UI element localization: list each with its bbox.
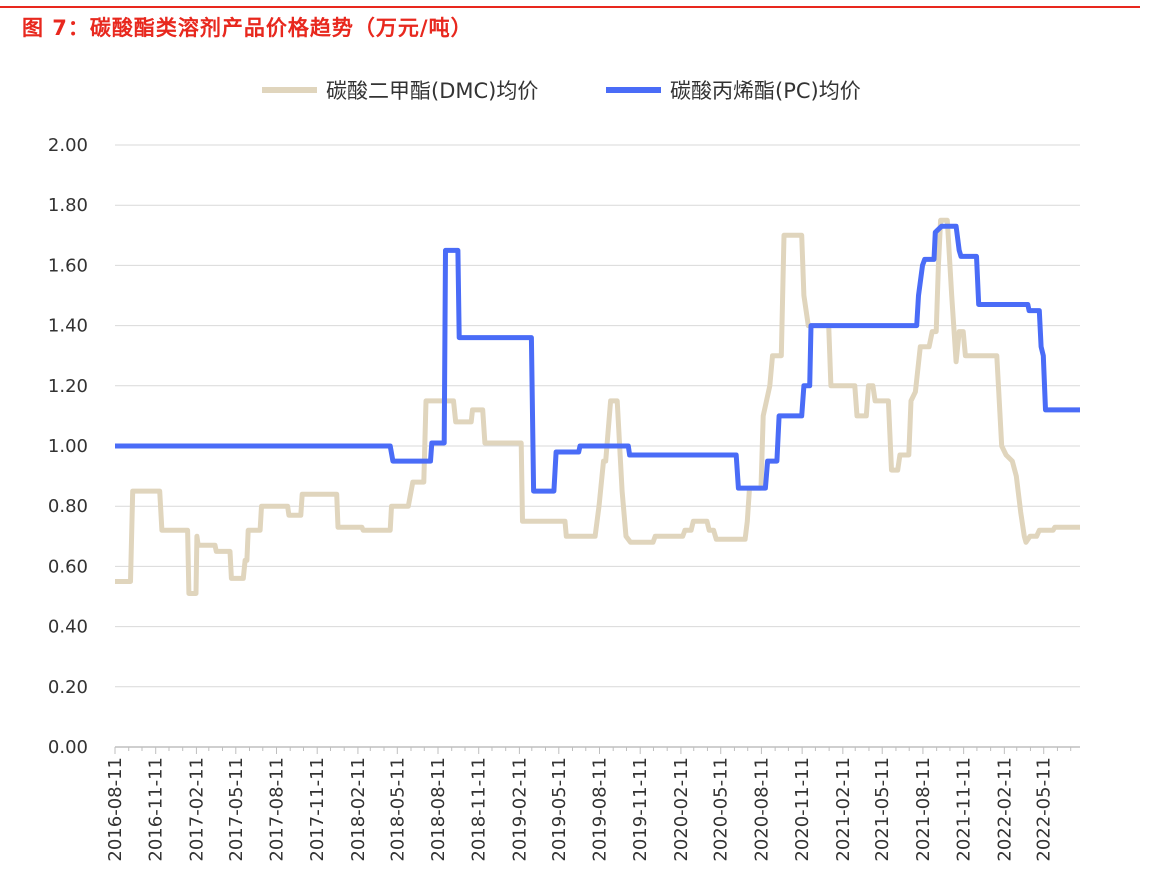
x-tick-label: 2017-08-11	[266, 757, 287, 862]
x-tick-label: 2019-02-11	[509, 757, 530, 862]
x-tick-label: 2018-02-11	[348, 757, 369, 862]
y-tick-label: 2.00	[48, 135, 88, 156]
x-tick-label: 2018-05-11	[387, 757, 408, 862]
x-tick-label: 2021-08-11	[913, 757, 934, 862]
y-tick-label: 0.40	[48, 617, 88, 638]
x-tick-label: 2017-05-11	[226, 757, 247, 862]
x-tick-label: 2017-02-11	[186, 757, 207, 862]
x-tick-label: 2020-11-11	[792, 757, 813, 862]
y-tick-label: 0.80	[48, 496, 88, 517]
y-tick-label: 0.60	[48, 556, 88, 577]
x-tick-label: 2020-05-11	[711, 757, 732, 862]
y-tick-label: 1.60	[48, 255, 88, 276]
x-tick-label: 2018-11-11	[469, 757, 490, 862]
legend-item-dmc-label: 碳酸二甲酯(DMC)均价	[326, 79, 538, 103]
x-tick-label: 2016-08-11	[105, 757, 126, 862]
y-tick-label: 0.00	[48, 737, 88, 758]
legend-item-pc-label: 碳酸丙烯酯(PC)均价	[670, 79, 861, 103]
x-tick-label: 2020-08-11	[751, 757, 772, 862]
x-tick-label: 2021-05-11	[872, 757, 893, 862]
x-tick-label: 2021-11-11	[954, 757, 975, 862]
y-tick-label: 0.20	[48, 677, 88, 698]
x-tick-label: 2018-08-11	[428, 757, 449, 862]
x-tick-label: 2019-11-11	[630, 757, 651, 862]
x-tick-labels: 2016-08-11 2016-11-11 2017-02-11 2017-05-11…	[105, 757, 1055, 862]
series-lines	[115, 217, 1080, 596]
x-tick-label: 2019-08-11	[589, 757, 610, 862]
x-tick-label: 2022-02-11	[994, 757, 1015, 862]
x-tick-label: 2020-02-11	[671, 757, 692, 862]
y-tick-label: 1.80	[48, 195, 88, 216]
figure-title: 图 7：碳酸酯类溶剂产品价格趋势（万元/吨）	[22, 16, 473, 40]
y-tick-labels: 0.00 0.20 0.40 0.60 0.80 1.00 1.20 1.40 1.60 1.80…	[48, 135, 88, 758]
y-tick-label: 1.40	[48, 316, 88, 337]
top-rule	[0, 6, 1140, 8]
y-tick-label: 1.00	[48, 436, 88, 457]
x-tick-label: 2019-05-11	[549, 757, 570, 862]
gridlines	[115, 144, 1080, 688]
axes	[114, 746, 1080, 754]
series-line-pc	[115, 223, 1080, 494]
legend: 碳酸二甲酯(DMC)均价 碳酸丙烯酯(PC)均价	[262, 79, 861, 103]
x-tick-label: 2016-11-11	[146, 757, 167, 862]
series-line-dmc	[115, 217, 1080, 596]
x-tick-label: 2021-02-11	[833, 757, 854, 862]
x-tick-label: 2017-11-11	[307, 757, 328, 862]
y-tick-label: 1.20	[48, 376, 88, 397]
x-tick-label: 2022-05-11	[1034, 757, 1055, 862]
